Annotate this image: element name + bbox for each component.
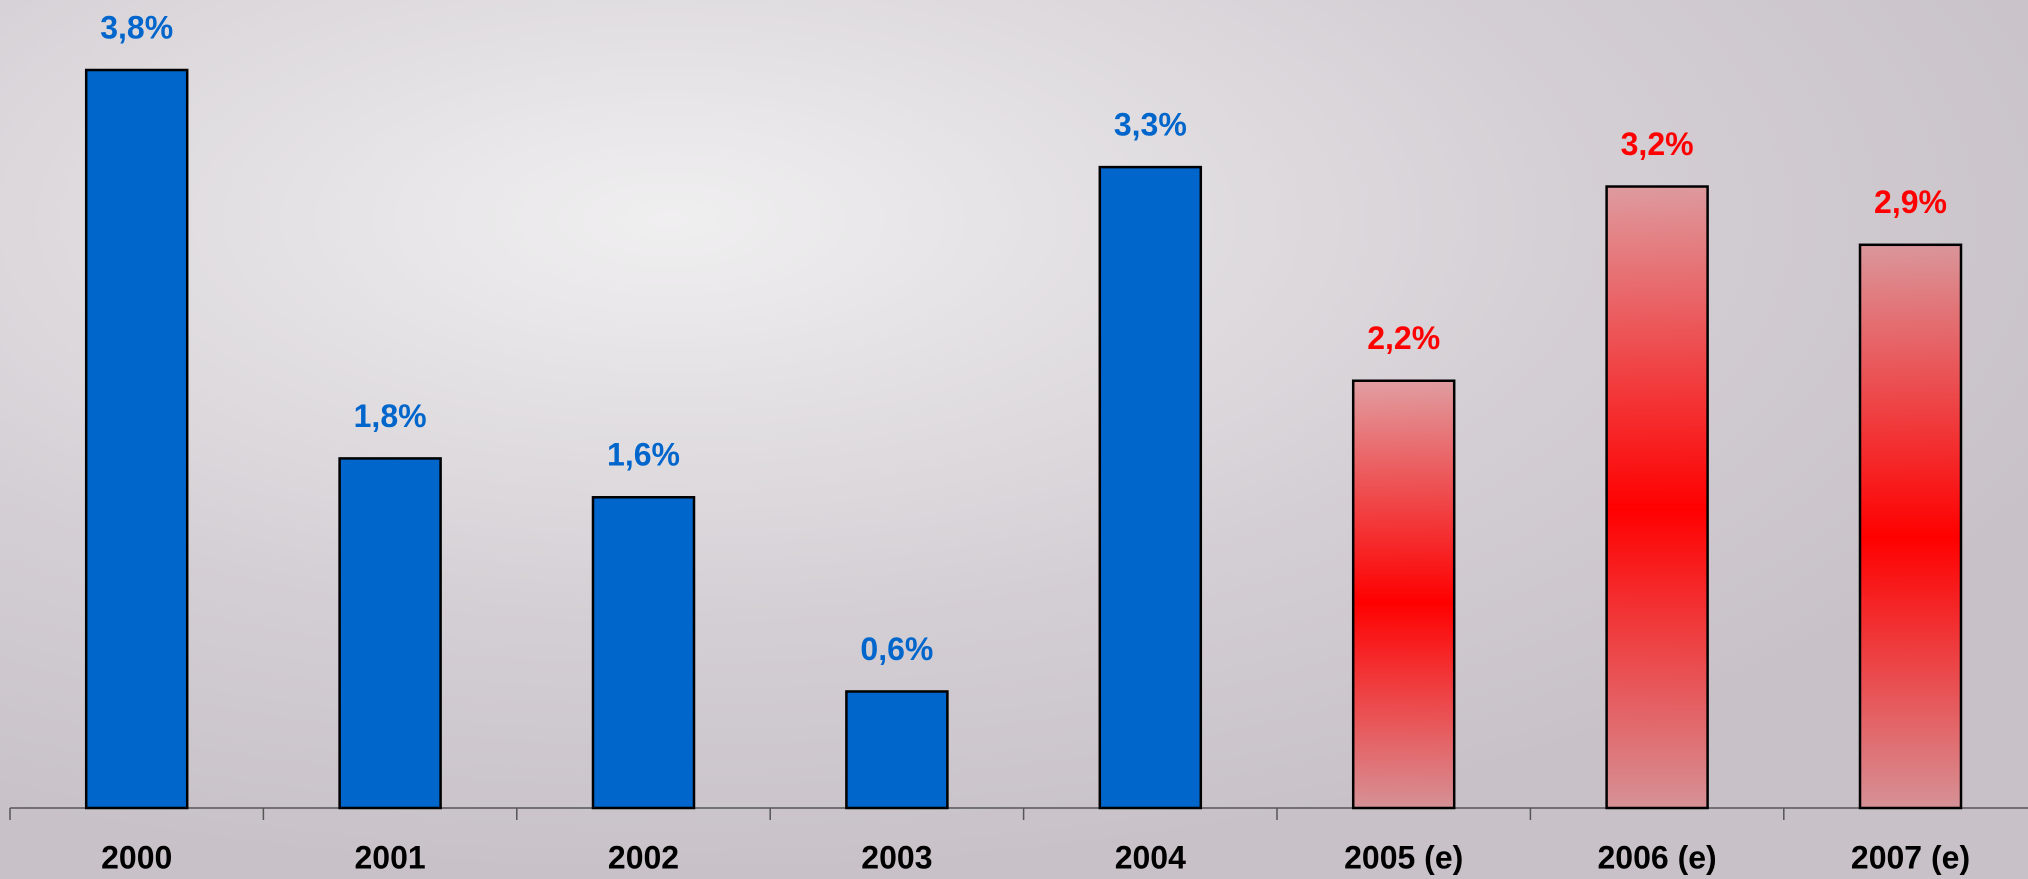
value-label: 3,8% xyxy=(100,9,173,45)
bar xyxy=(591,496,696,810)
bar xyxy=(1098,165,1203,810)
value-label: 3,2% xyxy=(1621,126,1694,162)
bar xyxy=(1351,379,1456,810)
x-tick-label: 2006 (e) xyxy=(1598,839,1717,875)
bar xyxy=(845,690,949,810)
x-tick-label: 2007 (e) xyxy=(1851,839,1970,875)
x-tick-label: 2003 xyxy=(861,839,932,875)
value-label: 1,6% xyxy=(607,437,680,473)
value-label: 1,8% xyxy=(354,398,427,434)
value-label: 3,3% xyxy=(1114,107,1187,143)
bar xyxy=(338,457,442,810)
x-tick-label: 2001 xyxy=(355,839,426,875)
bar xyxy=(1858,243,1963,810)
x-tick-label: 2004 xyxy=(1115,839,1186,875)
bar xyxy=(84,68,189,810)
value-label: 2,2% xyxy=(1367,320,1440,356)
bar xyxy=(1605,185,1709,810)
x-tick-label: 2002 xyxy=(608,839,679,875)
value-label: 2,9% xyxy=(1874,184,1947,220)
value-label: 0,6% xyxy=(860,631,933,667)
x-tick-label: 2000 xyxy=(101,839,172,875)
x-tick-label: 2005 (e) xyxy=(1344,839,1463,875)
